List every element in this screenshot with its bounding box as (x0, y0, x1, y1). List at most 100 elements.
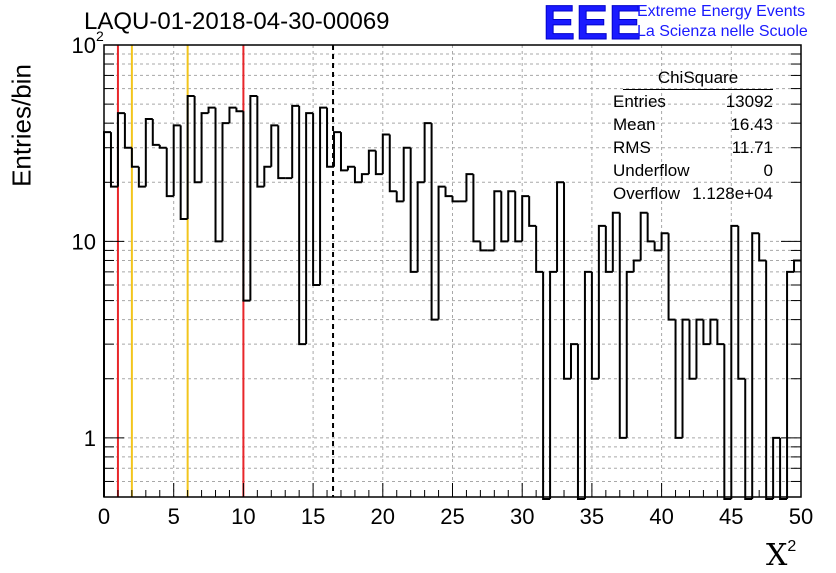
stats-value: 0 (763, 161, 773, 180)
stats-value: 16.43 (730, 115, 773, 134)
stats-row-mean: Mean 16.43 (613, 113, 773, 136)
stats-label: RMS (613, 138, 651, 157)
x-tick-label: 30 (510, 504, 534, 529)
histogram-bin (688, 319, 697, 380)
stats-box: ChiSquare Entries 13092 Mean 16.43 RMS 11.7… (613, 68, 773, 205)
histogram-bin (193, 96, 202, 184)
y-tick-label: 10 (72, 229, 96, 254)
histogram-bin (709, 318, 718, 345)
x-tick-label: 45 (719, 504, 743, 529)
histogram-bin (500, 191, 509, 243)
histogram-bin (590, 271, 599, 380)
histogram-bin (326, 107, 335, 168)
histogram-bin (618, 212, 627, 439)
histogram-bin (507, 190, 516, 242)
histogram-bin (305, 112, 314, 345)
stats-row-underflow: Underflow 0 (613, 159, 773, 182)
histogram-bin (388, 134, 397, 193)
histogram-bin (521, 195, 530, 242)
histogram-bin (409, 147, 418, 273)
histogram-bin (639, 211, 648, 261)
y-tick-label: 10 (72, 33, 96, 58)
axis-ticks (103, 44, 802, 498)
histogram-bin (221, 122, 230, 242)
histogram-bin (249, 95, 258, 301)
y-axis-label: Entries/bin (6, 64, 37, 187)
histogram-bin (611, 211, 620, 272)
histogram-bin (569, 343, 578, 379)
histogram-bin (103, 131, 111, 497)
histogram-bin (465, 173, 474, 202)
x-tick-label: 20 (371, 504, 395, 529)
histogram-bin (542, 271, 551, 500)
histogram-bin (695, 318, 704, 379)
histogram-bin (625, 270, 634, 438)
x-tick-label: 50 (789, 504, 813, 529)
histogram-bin (681, 318, 690, 438)
histogram-bin (395, 191, 404, 203)
histogram-bin (514, 191, 523, 243)
chart-title: LAQU-01-2018-04-30-00069 (84, 8, 390, 35)
histogram-bin (779, 437, 788, 500)
histogram-bin (235, 107, 244, 113)
histogram-bin (263, 165, 272, 187)
histogram-bin (765, 260, 774, 500)
y-tick-exponent: 2 (96, 28, 104, 44)
histogram-bin (158, 144, 167, 149)
histogram-bin (137, 166, 146, 188)
x-axis-label: X2 (766, 538, 796, 573)
x-axis-label-superscript: 2 (787, 538, 797, 555)
histogram-bin (179, 125, 188, 221)
histogram-bin (214, 107, 223, 243)
histogram-bin (493, 190, 502, 251)
grid-layer (104, 45, 801, 497)
histogram-bin (312, 113, 321, 287)
histogram-bin (451, 196, 460, 203)
histogram-bin (165, 147, 174, 198)
x-tick-label: 0 (98, 504, 110, 529)
stats-label: Underflow (613, 161, 690, 180)
histogram-bin (604, 225, 613, 273)
logo-text-line-1: Extreme Energy Events (637, 3, 806, 20)
histogram-bin (751, 232, 760, 499)
histogram-bin (576, 344, 585, 500)
histogram-bin (583, 270, 592, 499)
histogram-bin (172, 124, 181, 197)
histogram-bin (632, 259, 641, 272)
histogram-bin (444, 186, 453, 198)
histogram-bin (549, 270, 558, 499)
histogram-bin (744, 378, 753, 500)
histogram-bin (674, 319, 683, 439)
histogram-bin (716, 319, 725, 346)
histogram-bin (479, 241, 488, 252)
stats-value: 1.128e+04 (692, 184, 773, 203)
histogram-bin (144, 118, 153, 187)
histogram-bin (228, 106, 237, 124)
histogram-bin (702, 319, 711, 346)
x-tick-label: 10 (231, 504, 255, 529)
histogram-bin (346, 165, 355, 171)
histogram-bin (256, 96, 265, 188)
stats-label: Mean (613, 115, 656, 134)
histogram-bin (430, 123, 439, 321)
histogram-bin (556, 181, 565, 272)
logo-text-line-2: La Scienza nelle Scuole (637, 23, 808, 40)
stats-row-entries: Entries 13092 (613, 90, 773, 113)
histogram-bin (374, 150, 383, 176)
histogram-bin (298, 105, 307, 346)
histogram-bin (333, 131, 341, 167)
histogram-bin (402, 146, 411, 202)
x-tick-label: 25 (440, 504, 464, 529)
histogram-bin (207, 106, 216, 114)
histogram-bin (291, 104, 300, 179)
x-tick-label: 15 (301, 504, 325, 529)
histogram-bin (123, 113, 132, 149)
histogram-bin (723, 344, 732, 500)
histogram-bin (646, 212, 655, 243)
histogram-bin (270, 124, 279, 167)
histogram-bin (360, 173, 369, 183)
histogram-bin (535, 225, 544, 273)
histogram-bin (381, 133, 390, 175)
y-tick-label: 1 (84, 426, 96, 451)
